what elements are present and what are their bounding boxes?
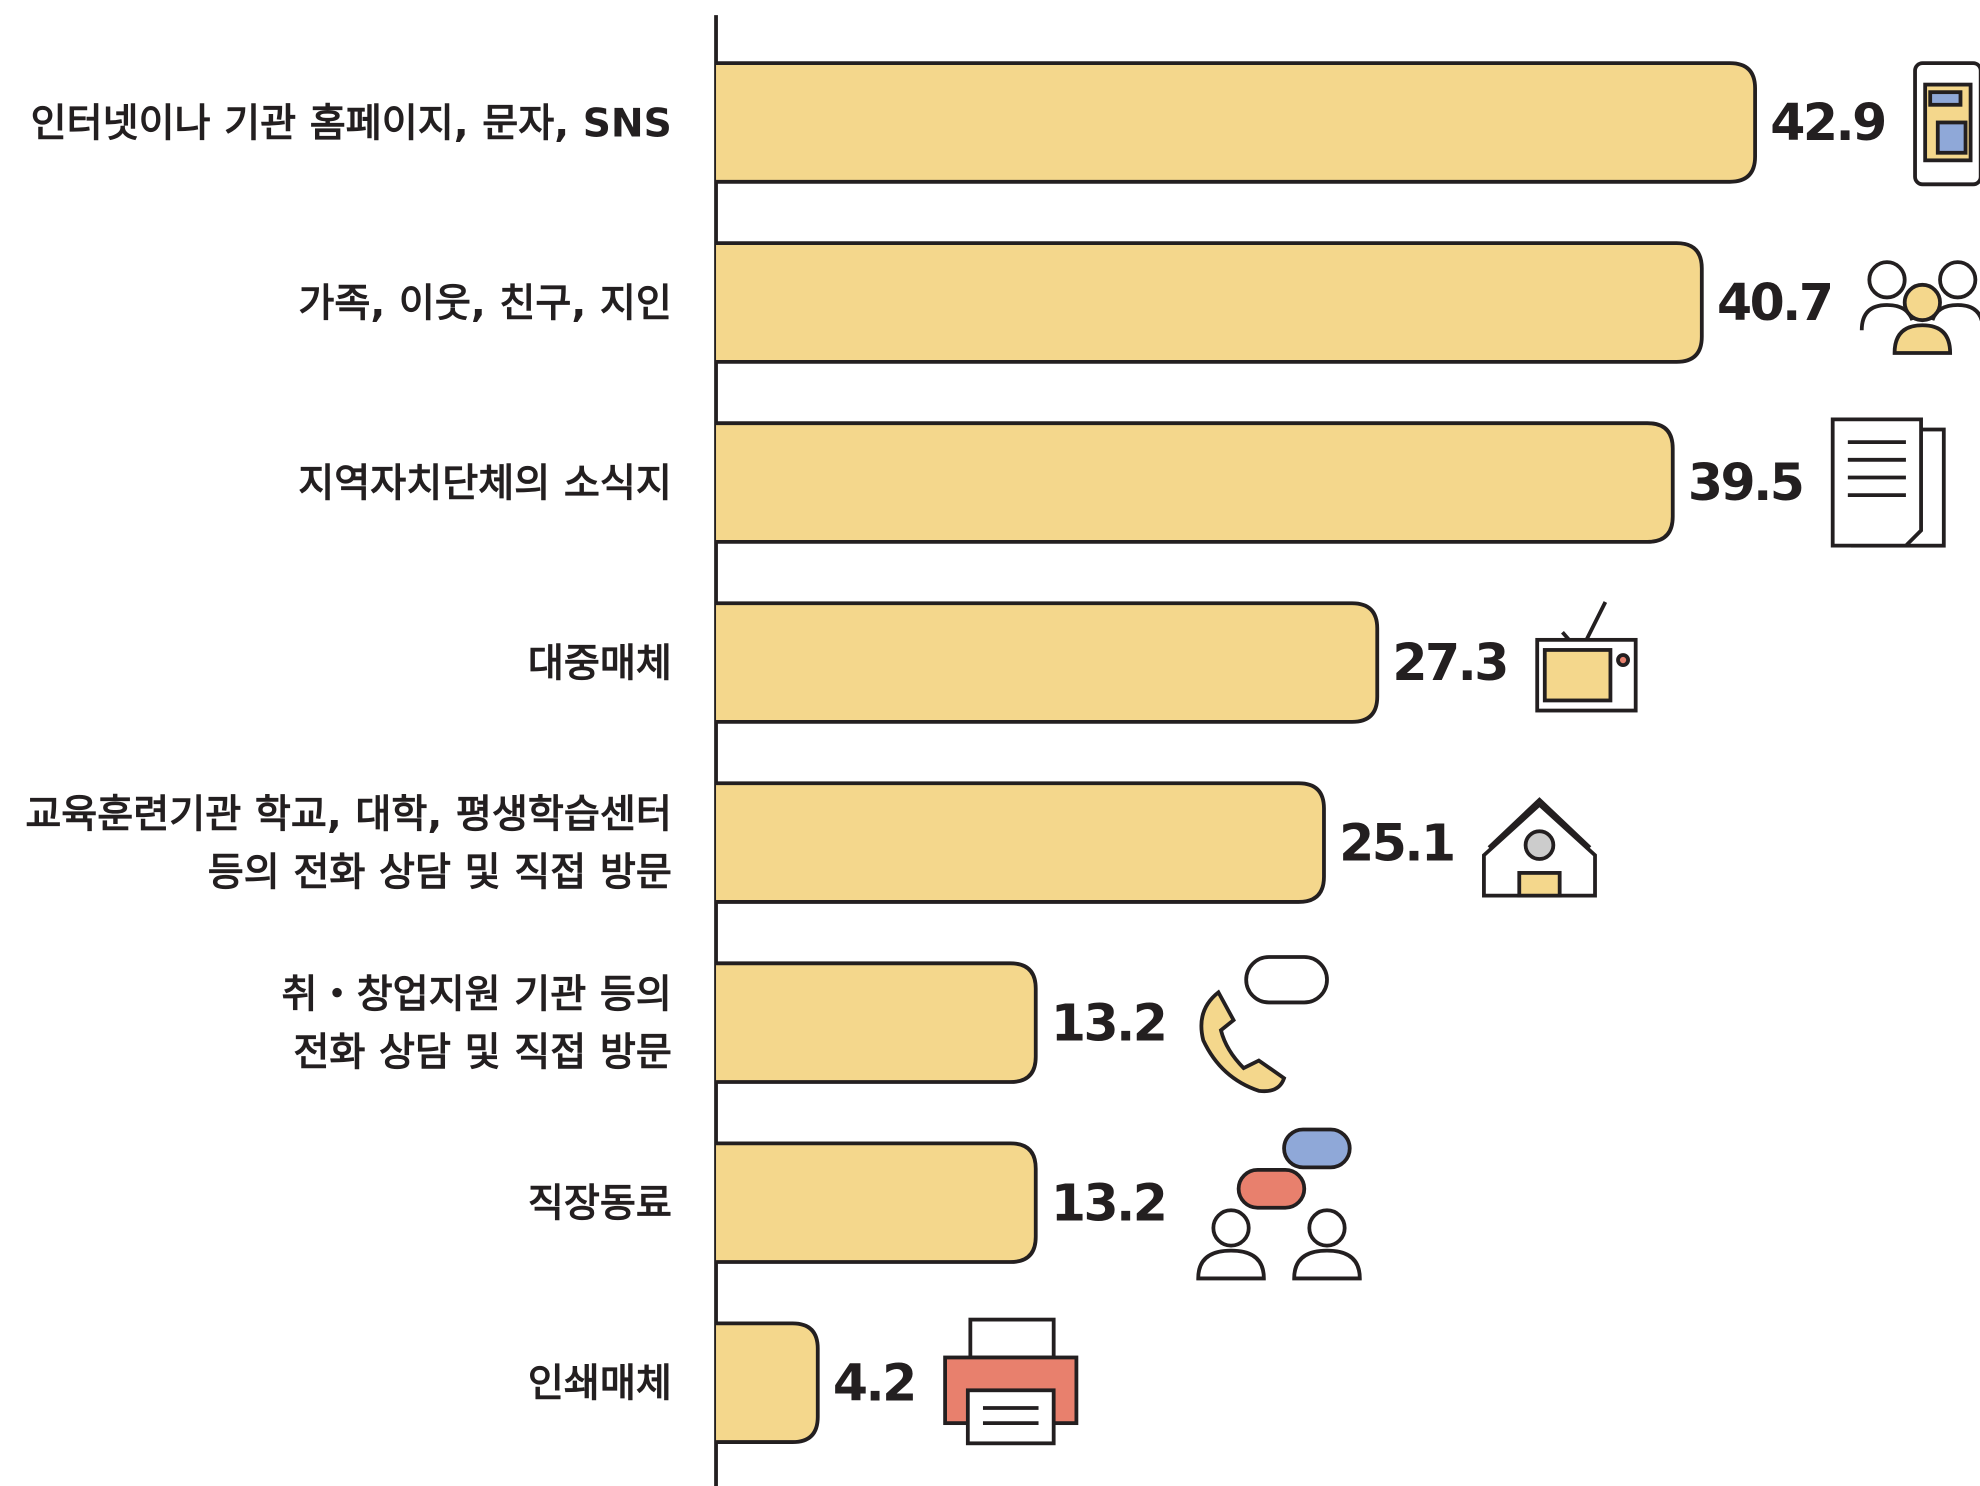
category-line: 대중매체 <box>528 641 672 686</box>
category-line: 취・창업지원 기관 등의 <box>282 973 672 1018</box>
category-line: 직장동료 <box>528 1182 672 1227</box>
category-line: 등의 전화 상담 및 직접 방문 <box>208 851 672 896</box>
bar <box>716 241 1704 364</box>
value-label: 13.2 <box>1051 1173 1166 1232</box>
category-line: 교육훈련기관 학교, 대학, 평생학습센터 <box>25 792 672 837</box>
icon <box>1199 955 1329 1094</box>
bar <box>716 61 1757 184</box>
icon <box>1482 797 1597 898</box>
icon <box>1830 417 1946 548</box>
bar <box>716 781 1326 904</box>
category-label: 인터넷이나 기관 홈페이지, 문자, SNS <box>31 101 672 146</box>
icon <box>1859 260 1980 355</box>
category-line: 지역자치단체의 소식지 <box>298 461 672 506</box>
bar <box>716 421 1675 544</box>
category-line: 가족, 이웃, 친구, 지인 <box>298 281 671 326</box>
value-label: 27.3 <box>1392 633 1507 692</box>
value-label: 25.1 <box>1339 813 1454 872</box>
bar <box>716 1321 820 1444</box>
category-line: 인터넷이나 기관 홈페이지, 문자, SNS <box>31 101 672 146</box>
value-label: 42.9 <box>1770 93 1885 152</box>
bar <box>716 601 1380 724</box>
value-label: 13.2 <box>1051 993 1166 1052</box>
category-label: 가족, 이웃, 친구, 지인 <box>298 281 671 326</box>
value-label: 4.2 <box>833 1353 915 1412</box>
icon <box>1535 600 1638 713</box>
category-label: 지역자치단체의 소식지 <box>298 461 672 506</box>
category-line: 전화 상담 및 직접 방문 <box>293 1031 671 1076</box>
icon <box>1196 1127 1362 1281</box>
category-line: 인쇄매체 <box>528 1362 672 1407</box>
icon <box>943 1317 1079 1446</box>
icon <box>1913 61 1980 187</box>
bar <box>716 1141 1038 1264</box>
category-label: 직장동료 <box>528 1182 672 1227</box>
value-label: 40.7 <box>1717 273 1832 332</box>
value-label: 39.5 <box>1688 453 1803 512</box>
category-label: 대중매체 <box>528 641 672 686</box>
bar <box>716 961 1038 1084</box>
category-label: 인쇄매체 <box>528 1362 672 1407</box>
